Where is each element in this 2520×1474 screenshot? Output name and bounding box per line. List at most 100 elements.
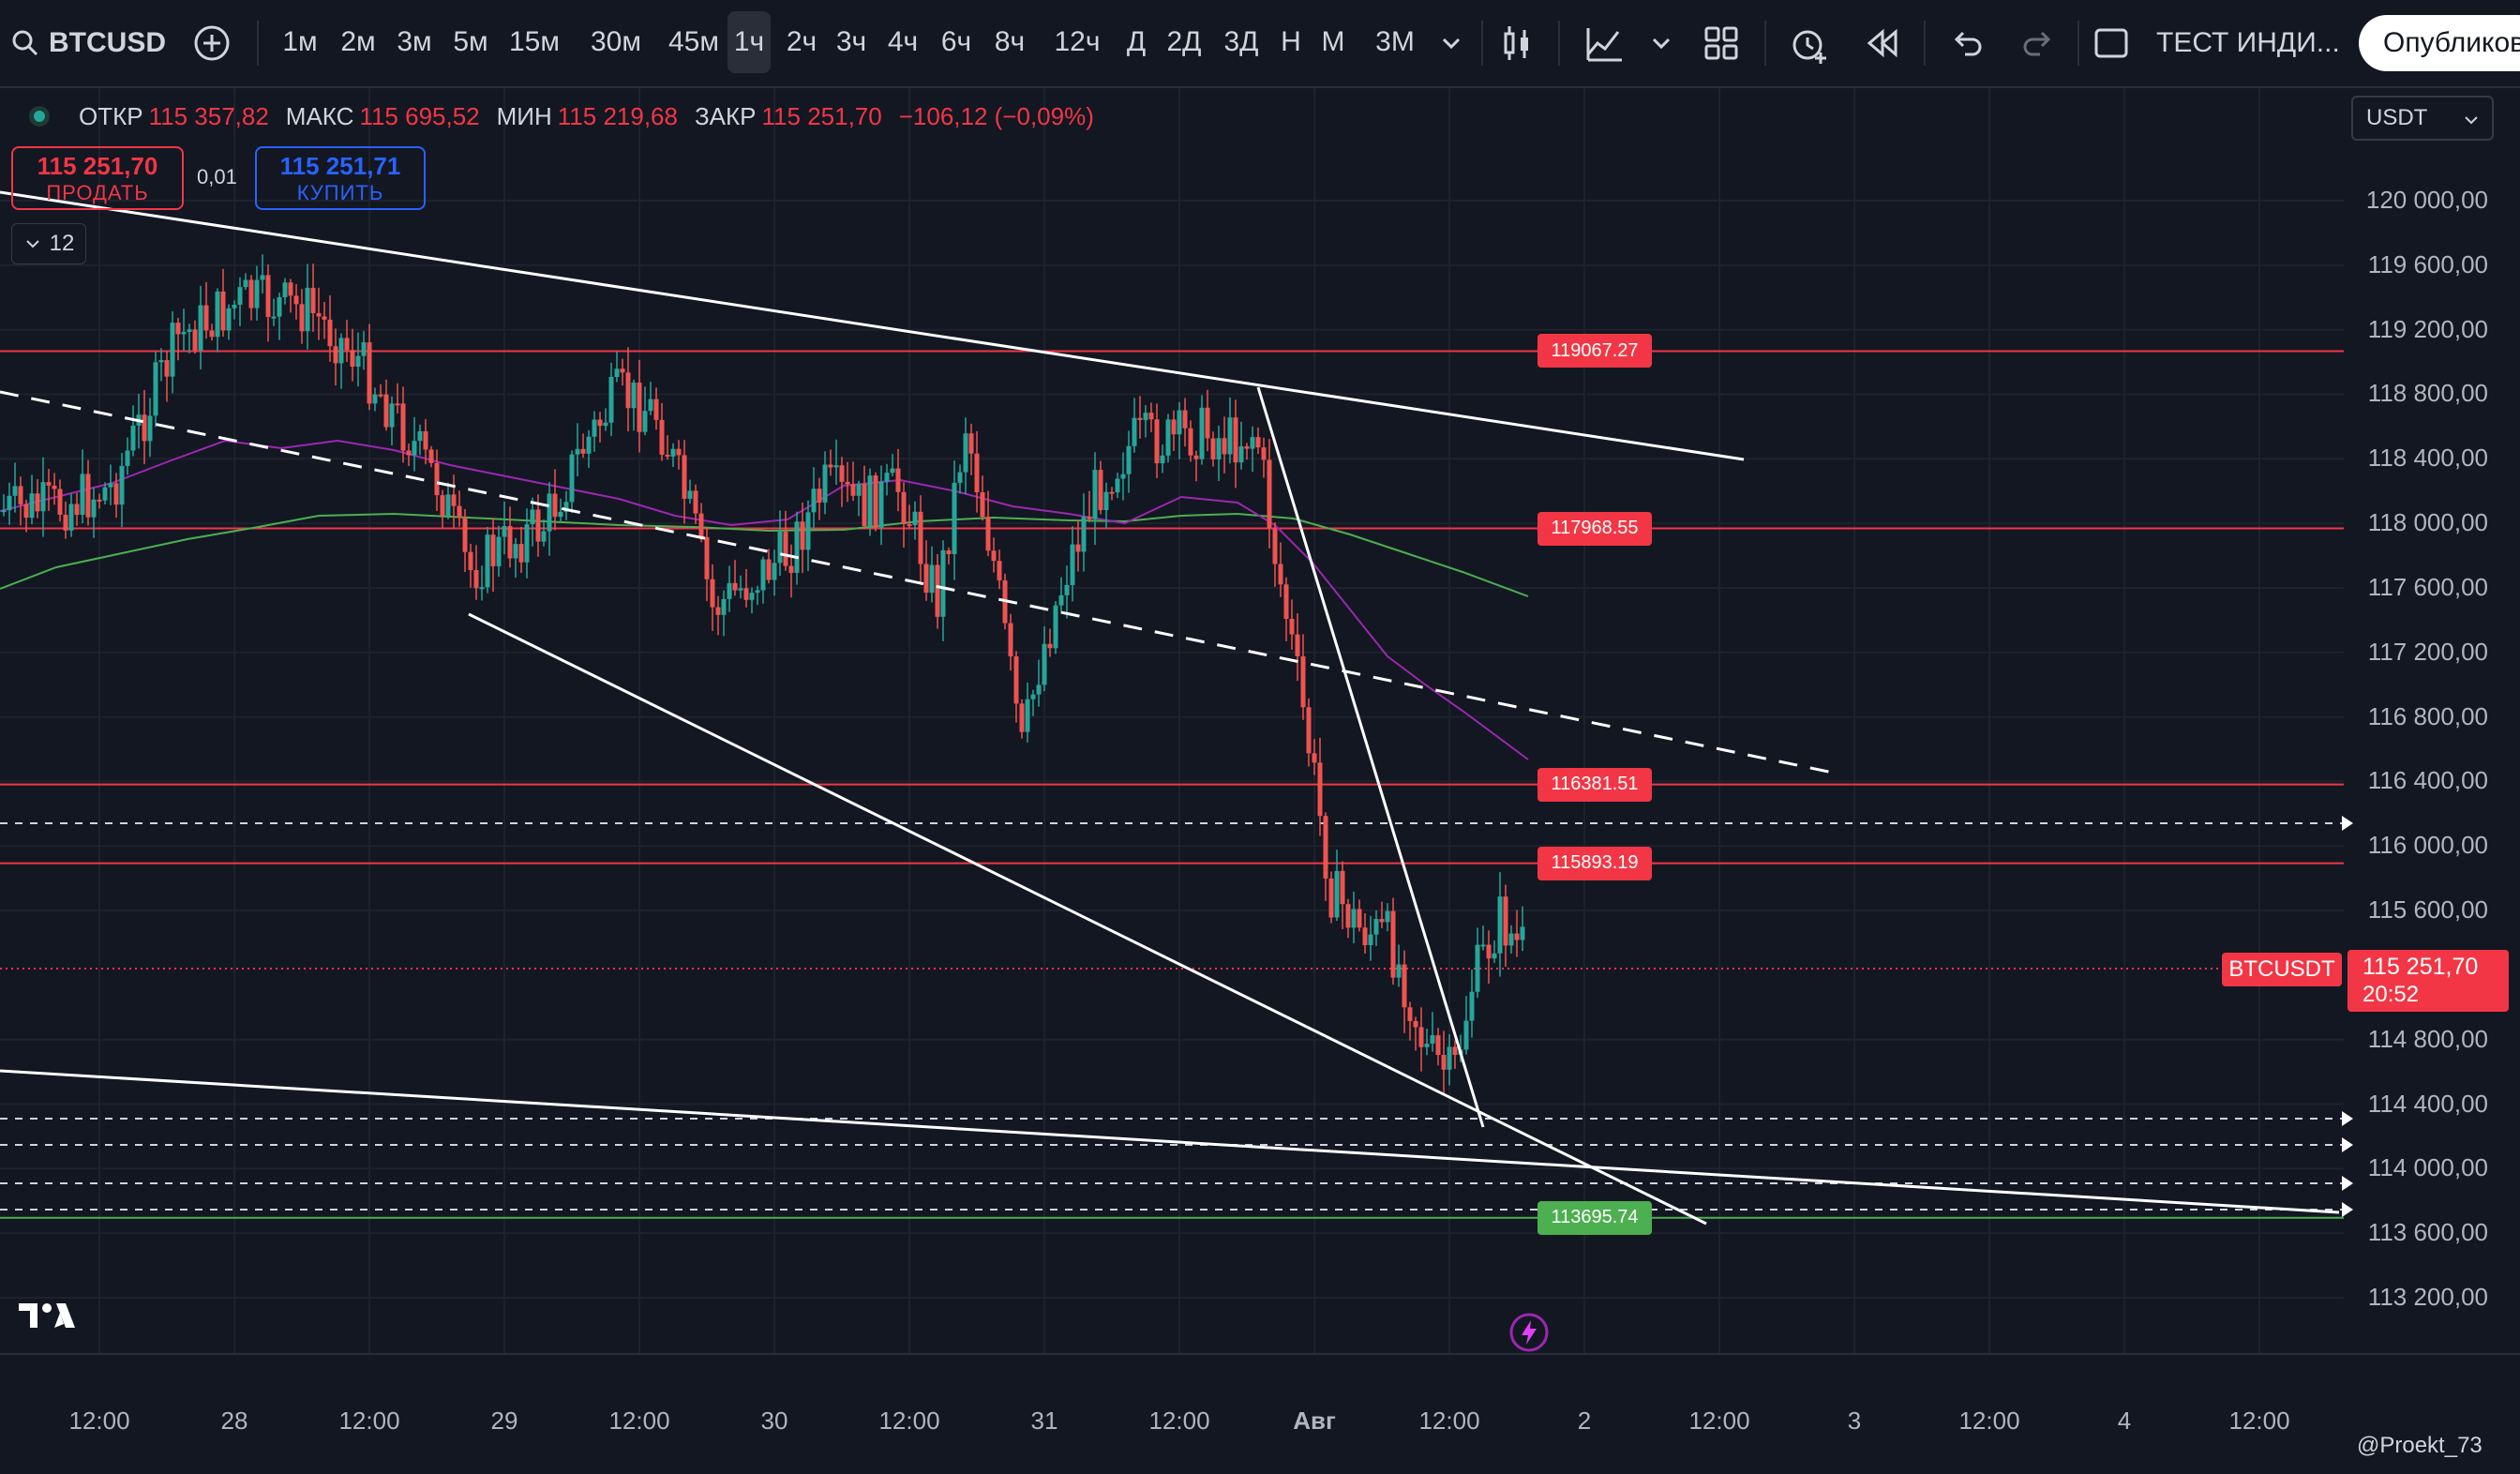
level-label[interactable]: 116381.51 [1538,767,1652,802]
level-label[interactable]: 115893.19 [1538,846,1652,880]
timeframe-18[interactable]: М [1321,26,1345,57]
candle-body [293,295,299,305]
undo-button[interactable] [1944,21,1989,66]
indicator-template-name[interactable]: ТЕСТ ИНДИ... [2156,0,2340,86]
candle-body [800,521,805,550]
candle-body [462,517,468,552]
level-label[interactable]: 119067.27 [1538,334,1652,368]
chart-area[interactable] [0,86,2520,1474]
currency-select[interactable]: USDT [2351,96,2494,141]
timeframe-5[interactable]: 30м [591,26,641,57]
timeframe-0[interactable]: 1м [282,26,318,57]
candle-body [592,419,597,437]
indicator-count: 12 [49,231,75,256]
chart-type-button[interactable] [1494,21,1539,66]
timeframe-3[interactable]: 5м [453,26,488,57]
compare-add-button[interactable] [189,21,234,66]
timeframe-19[interactable]: 3М [1375,26,1415,57]
candle-body [1154,419,1160,464]
horizontal-levels [0,350,2353,1219]
indicators-collapse-toggle[interactable]: 12 [11,223,86,264]
tradingview-logo[interactable] [19,1300,77,1331]
lightning-icon[interactable] [1508,1311,1551,1354]
price-axis[interactable]: 120 000,00 119 600,00 119 200,00 118 800,00… [2344,86,2520,1354]
candle-body [254,279,260,308]
layout-button[interactable] [1699,21,1744,66]
candle-body [383,394,389,428]
time-axis-label: 28 [220,1406,248,1435]
timeframe-2[interactable]: 3м [397,26,432,57]
candle-body [749,593,755,600]
timeframe-17[interactable]: Н [1281,26,1301,57]
candle-body [1120,474,1126,479]
candle-body [620,368,625,373]
timeframe-14[interactable]: Д [1126,26,1147,57]
candle-body [1,510,7,513]
candle-body [1452,1046,1458,1055]
time-axis-label: 4 [2117,1406,2132,1435]
timeframe-10[interactable]: 4ч [887,26,919,57]
candle-body [760,559,766,591]
candle-body [698,513,704,537]
redo-button[interactable] [2016,21,2061,66]
timeframe-dropdown[interactable] [1429,21,1474,66]
candle-body [305,287,310,332]
timeframe-7[interactable]: 1ч [728,11,771,73]
alert-button[interactable] [1787,21,1832,66]
candle-body [417,430,423,442]
time-axis[interactable]: 12:00 28 12:00 29 12:00 30 12:00 31 12:00 Авг 12:0… [0,1406,2520,1463]
timeframe-13[interactable]: 12ч [1054,26,1101,57]
price-chart[interactable] [0,86,2520,1474]
candle-body [721,598,727,615]
timeframe-9[interactable]: 3ч [835,26,867,57]
timeframe-8[interactable]: 2ч [786,26,818,57]
publish-button[interactable]: Опубликов [2359,15,2520,71]
undo-icon [1954,31,1982,56]
status-dot-icon [29,106,50,127]
replay-button[interactable] [1860,21,1905,66]
candle-body [1087,517,1092,519]
indicators-button[interactable] [1582,21,1628,66]
symbol-search[interactable]: BTCUSD [11,0,166,86]
price-axis-label: 113 200,00 [2367,1283,2488,1311]
timeframe-12[interactable]: 8ч [994,26,1026,57]
buy-button[interactable]: 115 251,71 КУПИТЬ [255,146,426,210]
candle-body [912,511,918,525]
timeframe-4[interactable]: 15м [509,26,560,57]
chevron-down-icon [1652,38,1671,50]
time-axis-label: 12:00 [1958,1406,2020,1435]
candle-body [428,449,434,463]
level-label[interactable]: 117968.55 [1538,511,1652,546]
low-label: МИН [496,101,552,130]
close-label: ЗАКР [694,101,757,130]
candle-body [1109,491,1115,494]
candle-body [378,394,383,397]
fullscreen-button[interactable] [2089,21,2134,66]
candle-body [1008,623,1013,657]
level-label[interactable]: 113695.74 [1538,1200,1652,1235]
trendline-dashed [0,390,1838,775]
candle-body [1430,1035,1435,1044]
timeframe-1[interactable]: 2м [340,26,376,57]
candle-body [1402,964,1407,1008]
sell-button[interactable]: 115 251,70 ПРОДАТЬ [11,146,184,210]
candle-body [817,489,822,503]
timeframe-16[interactable]: 3Д [1223,26,1259,57]
candle-body [1222,438,1227,455]
chart-grid [0,86,2520,1355]
time-axis-label: 12:00 [1688,1406,1750,1435]
candle-body [850,484,856,496]
candle-body [597,419,603,427]
candle-body [18,486,23,504]
timeframe-6[interactable]: 45м [668,26,719,57]
candle-body [316,312,322,317]
candle-body [108,483,113,488]
candle-body [935,564,940,617]
timeframe-11[interactable]: 6ч [940,26,972,57]
candle-body [310,287,316,313]
candle-body [1053,605,1058,649]
candle-body [952,482,957,554]
indicators-dropdown[interactable] [1639,21,1684,66]
candle-body [625,372,631,409]
timeframe-15[interactable]: 2Д [1166,26,1202,57]
